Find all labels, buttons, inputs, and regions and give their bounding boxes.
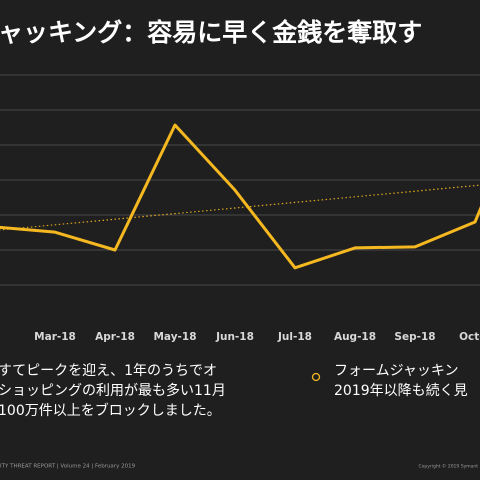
x-tick-label: Mar-18	[34, 331, 76, 343]
series-line	[0, 123, 480, 270]
note-line: フォームジャッキン	[334, 363, 458, 379]
note-line: ショッピングの利用が最も多い11月	[0, 382, 226, 399]
chart-title: ャッキング：容易に早く金銭を奪取す	[0, 18, 422, 47]
note-line: すてピークを迎え、1年のうちでオ	[0, 363, 217, 379]
x-tick-label: Jun-18	[215, 331, 254, 343]
bullet	[311, 372, 321, 382]
x-tick-label: May-18	[153, 331, 196, 343]
footer-left: ITY THREAT REPORT | Volume 24 | February…	[0, 464, 136, 470]
note-line: 2019年以降も続く見	[334, 382, 468, 399]
x-tick-label: Oct-1	[459, 331, 480, 343]
note-line: 100万件以上をブロックしました。	[0, 402, 221, 419]
x-tick-label: Apr-18	[95, 331, 135, 343]
footer-right: Copyright © 2019 Symant	[418, 463, 478, 470]
x-tick-label: Jul-18	[277, 331, 312, 343]
x-tick-label: Aug-18	[334, 331, 376, 343]
x-tick-label: Sep-18	[394, 331, 435, 343]
